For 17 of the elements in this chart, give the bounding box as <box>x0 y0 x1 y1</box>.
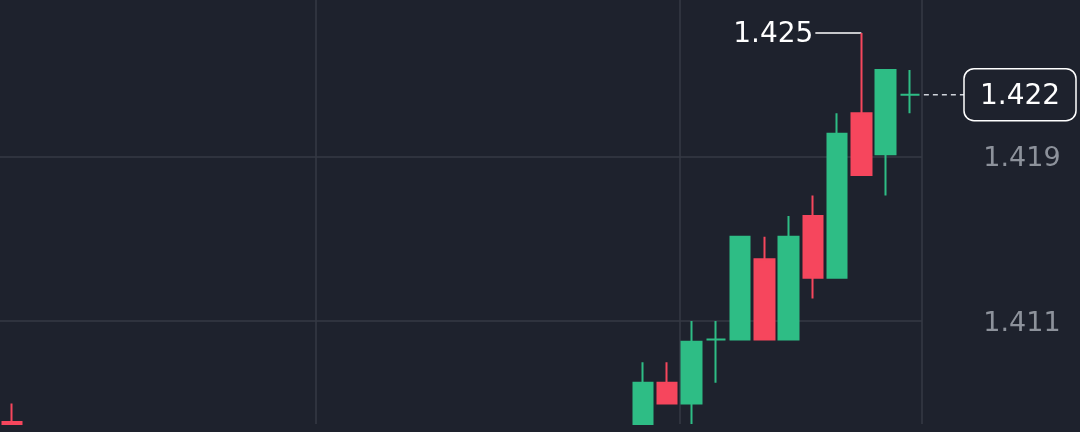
candlestick <box>1 402 23 425</box>
candlestick <box>680 320 703 425</box>
candlestick <box>850 31 873 176</box>
candlestick <box>729 235 751 341</box>
y-tick-label: 1.411 <box>983 305 1061 337</box>
candlestick <box>802 194 824 300</box>
candlestick <box>632 361 654 425</box>
candlestick <box>705 320 727 384</box>
candlestick <box>874 68 897 197</box>
annotation: 1.425 <box>733 16 814 50</box>
candlestick <box>899 68 921 115</box>
candlestick <box>826 112 848 279</box>
candlestick <box>656 361 678 405</box>
candlestick <box>753 235 776 341</box>
ref-line-label: 1.422 <box>979 78 1061 112</box>
candlestick <box>777 215 800 341</box>
y-tick-label: 1.419 <box>983 140 1061 172</box>
